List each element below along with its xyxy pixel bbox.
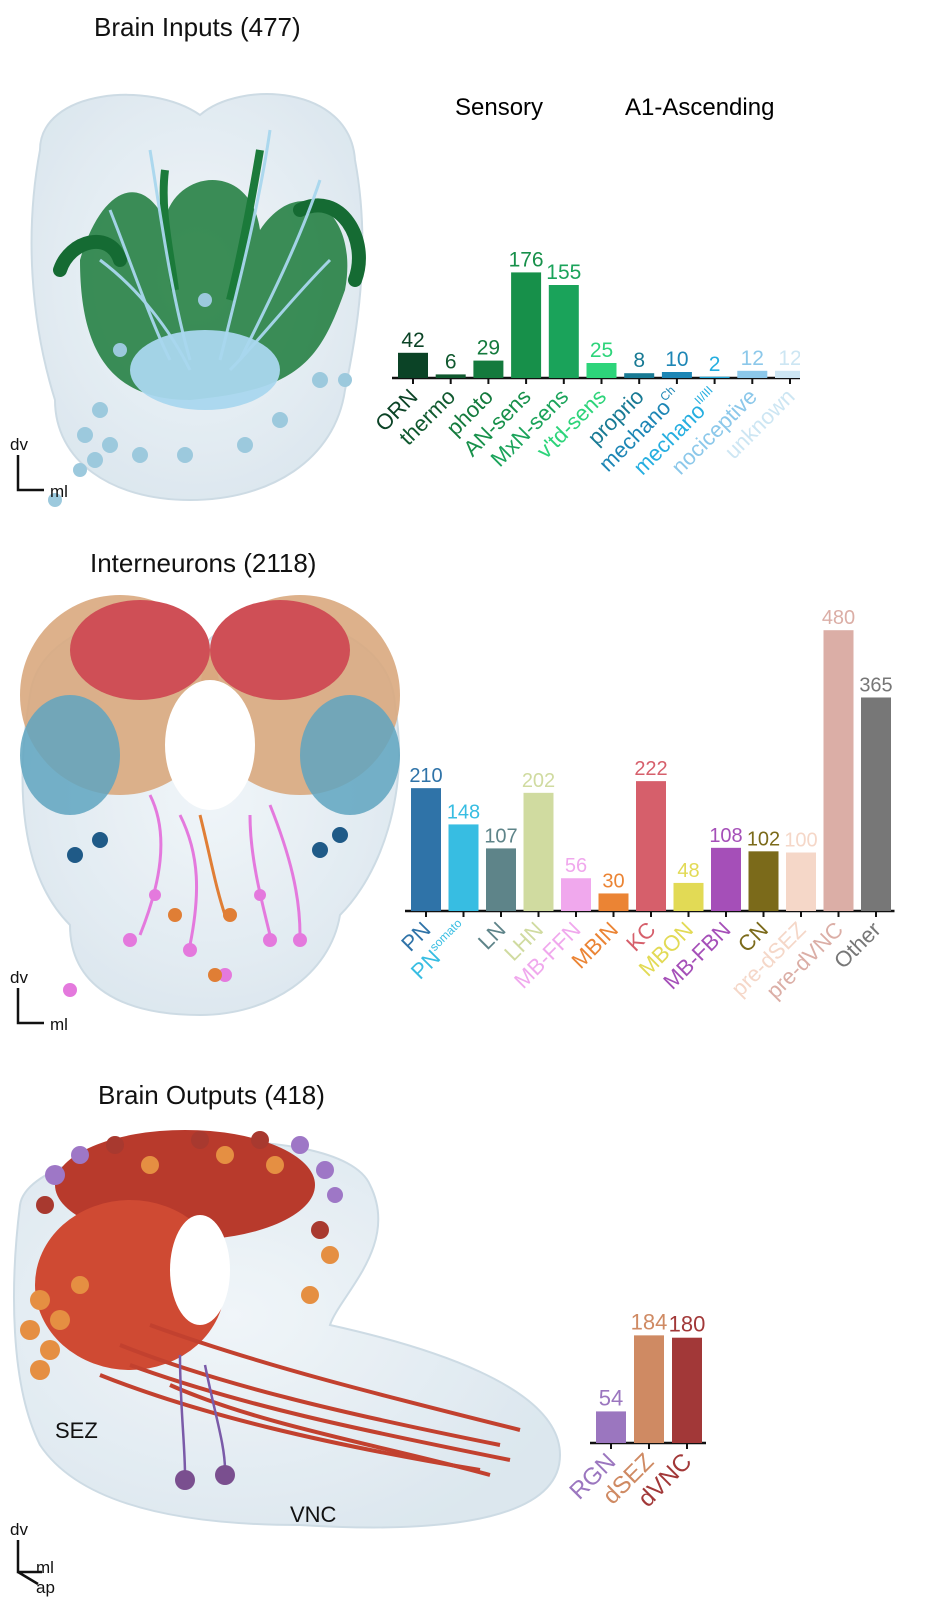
inputs-category-superscript: II/III xyxy=(692,383,716,407)
interneurons-value-label: 30 xyxy=(602,870,624,892)
inputs-value-label: 10 xyxy=(665,348,688,371)
legend-sensory: Sensory xyxy=(455,94,544,121)
interneurons-dv-label: dv xyxy=(10,968,28,987)
interneurons-bar xyxy=(673,882,704,911)
inputs-dv-label: dv xyxy=(10,435,28,454)
inputs-bar xyxy=(398,352,428,378)
interneurons-bar xyxy=(748,851,779,911)
interneurons-value-label: 56 xyxy=(565,855,587,877)
inputs-value-label: 6 xyxy=(445,350,457,373)
interneurons-value-label: 107 xyxy=(484,825,517,847)
inputs-bar xyxy=(435,374,466,378)
interneurons-brain-render xyxy=(20,595,400,1017)
interneurons-bar xyxy=(823,630,854,911)
interneurons-bar xyxy=(448,824,479,911)
outputs-value-label: 184 xyxy=(631,1309,668,1334)
inputs-value-label: 2 xyxy=(709,353,721,376)
interneurons-value-label: 210 xyxy=(409,765,442,787)
sez-region-label: SEZ xyxy=(55,1418,98,1443)
outputs-ml-label: ml xyxy=(36,1558,54,1577)
interneurons-value-label: 102 xyxy=(747,828,780,850)
interneurons-axis-marker xyxy=(16,988,44,1025)
interneurons-bar xyxy=(486,848,516,911)
inputs-category-superscript: Ch xyxy=(657,383,678,404)
interneurons-bar xyxy=(636,781,666,911)
inputs-bar xyxy=(586,363,617,378)
outputs-panel-title: Brain Outputs (418) xyxy=(98,1080,325,1110)
interneurons-bar xyxy=(598,893,629,911)
interneurons-bar xyxy=(861,697,891,911)
inputs-bar xyxy=(473,360,504,378)
outputs-bar xyxy=(672,1337,702,1443)
inputs-value-label: 8 xyxy=(633,349,645,372)
inputs-value-label: 155 xyxy=(546,261,581,284)
interneurons-bar xyxy=(411,788,441,911)
interneurons-value-label: 100 xyxy=(784,830,817,852)
outputs-ap-label: ap xyxy=(36,1578,55,1597)
inputs-ml-label: ml xyxy=(50,482,68,501)
interneurons-value-label: 480 xyxy=(822,607,855,629)
outputs-axis-marker xyxy=(16,1540,42,1586)
inputs-value-label: 12 xyxy=(778,347,800,370)
interneurons-value-label: 365 xyxy=(859,674,892,696)
interneurons-value-label: 202 xyxy=(522,770,555,792)
outputs-bar xyxy=(634,1335,664,1443)
interneurons-bar xyxy=(786,852,816,911)
inputs-value-label: 25 xyxy=(590,339,613,362)
inputs-bar-chart: 42ORN6thermo29photo176AN-sens155MxN-sens… xyxy=(370,250,800,480)
interneurons-value-label: 108 xyxy=(709,825,742,847)
inputs-bar xyxy=(548,285,579,378)
inputs-axis-marker xyxy=(16,455,44,492)
outputs-value-label: 54 xyxy=(599,1385,623,1410)
legend-a1-ascending: A1-Ascending xyxy=(625,94,775,121)
inputs-bar xyxy=(737,370,768,378)
interneurons-bar xyxy=(523,792,554,911)
inputs-bar xyxy=(775,370,800,378)
outputs-value-label: 180 xyxy=(669,1312,706,1337)
interneurons-value-label: 48 xyxy=(677,860,699,882)
inputs-value-label: 42 xyxy=(401,329,424,352)
interneurons-bar xyxy=(711,847,741,911)
outputs-brain-render xyxy=(13,1130,562,1529)
interneurons-bar-chart: 210PN148PNsomato107LN202LHN56MB-FFN30MBI… xyxy=(396,607,895,1004)
inputs-value-label: 12 xyxy=(741,347,764,370)
inputs-brain-render xyxy=(30,93,366,507)
interneurons-value-label: 148 xyxy=(447,801,480,823)
outputs-bar xyxy=(596,1411,626,1443)
interneurons-panel-title: Interneurons (2118) xyxy=(90,548,317,578)
outputs-dv-label: dv xyxy=(10,1520,28,1539)
inputs-bar xyxy=(624,373,655,378)
inputs-bar xyxy=(661,372,692,378)
interneurons-value-label: 222 xyxy=(634,758,667,780)
inputs-bar xyxy=(699,376,730,378)
inputs-value-label: 176 xyxy=(509,250,544,271)
inputs-value-label: 29 xyxy=(477,337,500,360)
interneurons-ml-label: ml xyxy=(50,1015,68,1034)
inputs-panel-title: Brain Inputs (477) xyxy=(94,12,301,42)
interneurons-bar xyxy=(561,878,591,911)
vnc-region-label: VNC xyxy=(290,1502,337,1527)
inputs-bar xyxy=(511,272,542,378)
